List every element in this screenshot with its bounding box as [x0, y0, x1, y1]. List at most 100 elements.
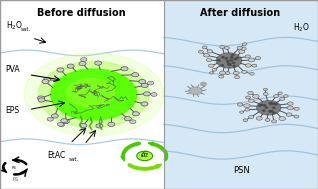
Circle shape	[130, 120, 136, 124]
Circle shape	[57, 68, 64, 72]
Circle shape	[209, 64, 214, 67]
Text: sat.: sat.	[68, 157, 79, 162]
Circle shape	[24, 53, 164, 136]
Circle shape	[233, 66, 236, 67]
Circle shape	[57, 122, 64, 126]
Circle shape	[226, 60, 229, 62]
Circle shape	[256, 117, 262, 120]
Circle shape	[248, 91, 253, 95]
Text: EPS: EPS	[5, 106, 19, 115]
Text: EtAC: EtAC	[141, 154, 149, 158]
Circle shape	[237, 46, 242, 49]
Circle shape	[221, 65, 224, 66]
Circle shape	[80, 58, 87, 61]
Circle shape	[233, 71, 239, 75]
Circle shape	[218, 60, 220, 61]
Circle shape	[257, 101, 280, 115]
Circle shape	[284, 95, 288, 97]
Circle shape	[245, 96, 251, 99]
Text: PS: PS	[12, 177, 18, 182]
Text: H$_2$O: H$_2$O	[293, 21, 310, 34]
Circle shape	[137, 151, 153, 161]
Circle shape	[225, 72, 230, 74]
Circle shape	[47, 117, 53, 121]
Text: H$_2$O: H$_2$O	[6, 19, 23, 32]
Text: PSN: PSN	[233, 166, 250, 175]
Circle shape	[278, 92, 282, 94]
Circle shape	[273, 94, 279, 98]
Circle shape	[232, 54, 234, 56]
Text: sat.: sat.	[21, 27, 31, 32]
Circle shape	[259, 105, 261, 106]
Circle shape	[80, 123, 87, 128]
Circle shape	[273, 112, 275, 114]
Circle shape	[265, 107, 268, 108]
Circle shape	[148, 81, 154, 85]
Circle shape	[212, 68, 217, 71]
Circle shape	[220, 71, 225, 75]
Circle shape	[38, 61, 149, 128]
Circle shape	[245, 64, 251, 67]
Text: EtAC: EtAC	[47, 151, 65, 160]
Circle shape	[198, 50, 204, 53]
Circle shape	[239, 111, 244, 113]
Circle shape	[270, 103, 273, 105]
Circle shape	[271, 111, 273, 112]
Circle shape	[79, 62, 86, 66]
Bar	[164, 0, 318, 189]
Circle shape	[228, 63, 230, 65]
Circle shape	[252, 94, 259, 98]
Circle shape	[294, 107, 299, 110]
Circle shape	[263, 88, 267, 91]
Circle shape	[252, 64, 257, 67]
Text: PS: PS	[11, 166, 16, 170]
Circle shape	[255, 57, 261, 60]
Circle shape	[42, 79, 49, 84]
Text: After diffusion: After diffusion	[200, 8, 280, 18]
Circle shape	[62, 119, 69, 123]
Circle shape	[59, 123, 65, 127]
Circle shape	[242, 43, 247, 46]
Circle shape	[225, 46, 229, 49]
Circle shape	[151, 93, 157, 96]
Circle shape	[96, 124, 103, 128]
Circle shape	[234, 76, 239, 79]
Circle shape	[287, 102, 293, 105]
Circle shape	[141, 83, 148, 88]
Circle shape	[121, 67, 128, 71]
Circle shape	[245, 55, 250, 58]
Circle shape	[201, 82, 206, 86]
Circle shape	[219, 75, 224, 78]
Circle shape	[248, 99, 254, 102]
Circle shape	[229, 64, 231, 66]
Circle shape	[67, 78, 114, 107]
Circle shape	[202, 46, 207, 49]
Circle shape	[244, 104, 250, 108]
Circle shape	[232, 62, 235, 64]
Circle shape	[250, 73, 254, 75]
Circle shape	[67, 64, 74, 68]
Circle shape	[234, 58, 237, 60]
Circle shape	[263, 93, 268, 96]
Circle shape	[273, 107, 275, 108]
Circle shape	[262, 110, 265, 111]
Circle shape	[263, 105, 266, 106]
Circle shape	[95, 61, 102, 65]
Circle shape	[108, 122, 115, 126]
Circle shape	[241, 47, 246, 50]
Text: PVA: PVA	[5, 65, 19, 74]
Circle shape	[294, 115, 299, 118]
Circle shape	[245, 108, 250, 111]
Circle shape	[272, 120, 277, 123]
Circle shape	[132, 112, 139, 116]
Circle shape	[286, 113, 292, 116]
Circle shape	[38, 98, 45, 102]
Circle shape	[217, 53, 241, 68]
Circle shape	[61, 119, 68, 123]
Circle shape	[139, 80, 146, 84]
Circle shape	[220, 46, 225, 48]
Circle shape	[143, 92, 150, 96]
Circle shape	[275, 103, 278, 105]
Circle shape	[237, 103, 243, 106]
Circle shape	[239, 50, 245, 53]
